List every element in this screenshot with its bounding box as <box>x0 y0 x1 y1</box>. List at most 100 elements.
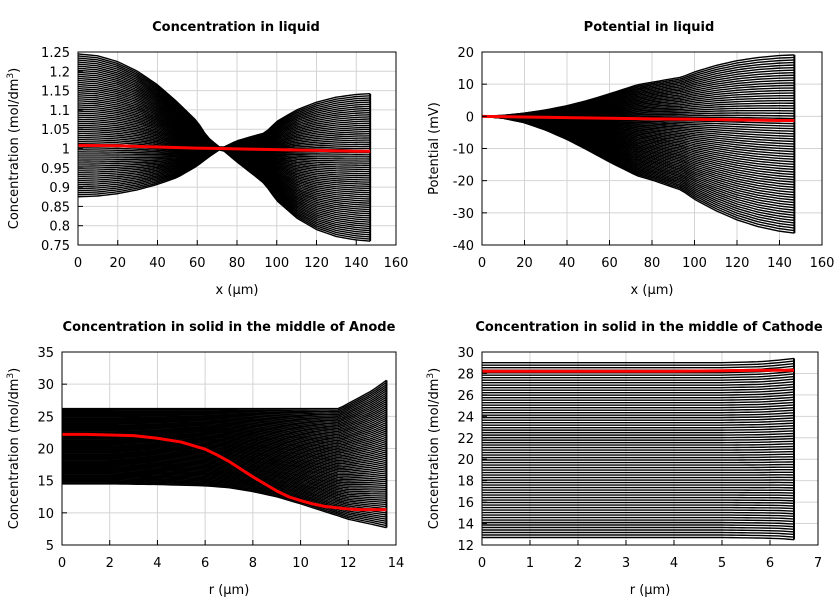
time-snapshot-curve <box>62 444 387 462</box>
time-snapshot-curve <box>482 425 795 429</box>
time-snapshot-curve <box>62 443 387 460</box>
time-snapshot-curve <box>482 448 795 451</box>
time-snapshot-curve <box>62 483 387 529</box>
time-snapshot-curve <box>62 425 387 443</box>
panel-anode-solid: 0 2 4 6 8 10 12 14 5 10 15 20 25 30 35 Concentration in… <box>6 320 404 598</box>
y-tick-label: 24 <box>457 410 474 425</box>
y-tick-label: 0.85 <box>41 200 70 215</box>
time-snapshot-curve <box>482 443 795 446</box>
x-tick-label: 160 <box>810 256 835 271</box>
time-snapshot-curve <box>62 417 387 437</box>
time-snapshot-curve <box>62 398 387 424</box>
time-snapshot-curve <box>482 463 795 466</box>
time-snapshot-curve <box>482 414 795 419</box>
x-tick-label: 3 <box>622 556 630 571</box>
time-snapshot-curve <box>62 458 387 482</box>
x-tick-label: 20 <box>109 256 126 271</box>
time-snapshot-curve <box>62 453 387 474</box>
x-tick-label: 160 <box>384 256 409 271</box>
time-snapshot-curve <box>62 464 387 493</box>
x-tick-label: 120 <box>304 256 329 271</box>
y-tick-label: 20 <box>457 46 474 61</box>
time-snapshot-curve <box>62 413 387 434</box>
panel-cathode-solid: 0 1 2 3 4 5 6 712141618202224262830Concentratio… <box>426 320 823 598</box>
x-tick-label: 40 <box>559 256 576 271</box>
time-snapshot-curve <box>482 521 795 525</box>
x-tick-label: 4 <box>670 556 678 571</box>
time-snapshot-curve <box>62 471 387 506</box>
y-axis-label: Concentration (mol/dm3) <box>6 68 22 230</box>
x-tick-label: 40 <box>149 256 166 271</box>
x-tick-label: 60 <box>189 256 206 271</box>
time-snapshot-curve <box>482 386 795 391</box>
y-tick-label: 0.95 <box>41 162 70 177</box>
time-snapshot-curve <box>482 514 795 518</box>
time-snapshot-curve <box>482 440 795 444</box>
time-snapshot-curve <box>482 453 795 456</box>
time-snapshot-curve <box>482 516 795 520</box>
time-snapshot-curve <box>482 378 795 384</box>
time-snapshot-curve <box>482 458 795 461</box>
time-snapshot-curve <box>482 391 795 396</box>
y-tick-label: 25 <box>37 410 54 425</box>
time-snapshot-curve <box>62 402 387 427</box>
panel-title: Concentration in solid in the middle of … <box>475 320 823 335</box>
time-snapshot-curve <box>482 412 795 416</box>
time-snapshot-curve <box>62 476 387 516</box>
time-snapshot-curve <box>482 504 795 507</box>
time-snapshot-curve <box>482 404 795 409</box>
time-snapshot-curve <box>482 461 795 464</box>
y-tick-label: 28 <box>457 367 474 382</box>
highlighted-series-line <box>62 432 387 512</box>
x-tick-label: 2 <box>106 556 114 571</box>
y-tick-label: 1.15 <box>41 85 70 100</box>
x-tick-label: 140 <box>344 256 369 271</box>
time-snapshot-curve <box>62 415 387 436</box>
time-snapshot-curve <box>482 501 795 505</box>
time-snapshot-curve <box>62 386 387 414</box>
x-tick-label: 6 <box>201 556 209 571</box>
x-tick-label: 10 <box>292 556 309 571</box>
time-snapshot-curve <box>62 474 387 512</box>
y-tick-label: 26 <box>457 389 474 404</box>
time-snapshot-curve <box>482 419 795 424</box>
panel-title: Potential in liquid <box>584 20 715 35</box>
y-tick-label: 10 <box>37 507 54 522</box>
time-snapshot-curve <box>482 381 795 386</box>
time-snapshot-curve <box>482 531 795 536</box>
time-snapshot-curve <box>62 475 387 514</box>
highlighted-series-line <box>77 143 371 153</box>
x-tick-label: 6 <box>766 556 774 571</box>
time-snapshot-curve <box>62 440 387 456</box>
time-snapshot-curve <box>482 360 795 366</box>
panel-title: Concentration in liquid <box>152 20 320 35</box>
y-tick-label: 1.25 <box>41 46 70 61</box>
x-tick-label: 0 <box>478 256 486 271</box>
x-tick-label: 120 <box>725 256 750 271</box>
time-snapshot-curve <box>482 396 795 401</box>
time-snapshot-curve <box>62 381 387 411</box>
x-tick-label: 80 <box>229 256 246 271</box>
time-snapshot-curve <box>482 506 795 510</box>
time-snapshot-curve <box>482 529 795 533</box>
time-snapshot-curve <box>482 375 795 381</box>
time-snapshot-curve <box>62 481 387 525</box>
y-tick-label: 0.75 <box>41 239 70 254</box>
x-tick-label: 5 <box>718 556 726 571</box>
x-axis-label: r (µm) <box>630 583 671 598</box>
time-snapshot-curve <box>62 446 387 465</box>
y-tick-label: -10 <box>453 143 474 158</box>
time-snapshot-curve <box>62 479 387 523</box>
time-snapshot-curve <box>482 373 795 379</box>
time-snapshot-curve <box>482 519 795 523</box>
time-snapshot-curve <box>62 419 387 439</box>
time-snapshot-curve <box>62 448 387 468</box>
time-snapshot-curve <box>62 388 387 416</box>
x-axis-label: x (µm) <box>216 283 259 298</box>
time-snapshot-curve <box>62 460 387 486</box>
panel-title: Concentration in solid in the middle of … <box>63 320 396 335</box>
x-tick-label: 0 <box>58 556 66 571</box>
time-snapshot-curve <box>482 427 795 431</box>
panel-liquid-potential: 0 20 40 60 80 100 120 140 160 -40 -30 -20 -10 0 10 20 Po… <box>427 20 834 298</box>
y-tick-label: 20 <box>457 453 474 468</box>
